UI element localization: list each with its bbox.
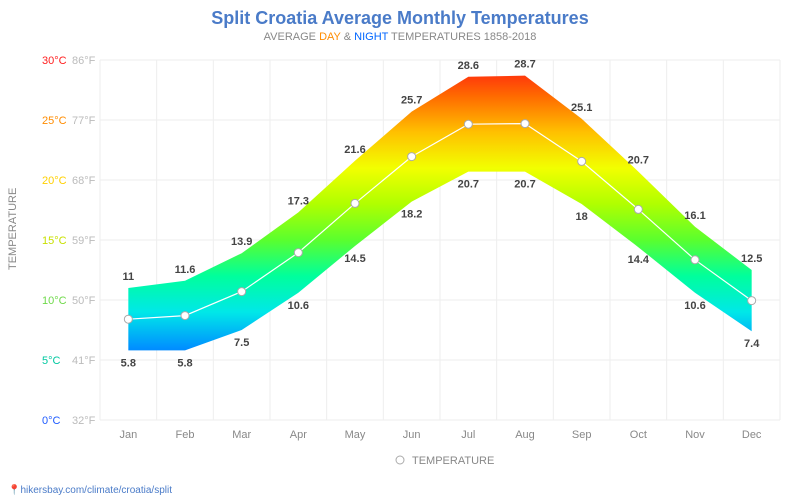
legend-label: TEMPERATURE: [412, 455, 494, 467]
avg-marker: [238, 288, 246, 296]
map-pin-icon: 📍: [8, 485, 20, 496]
night-value-label: 18.2: [401, 209, 422, 221]
avg-marker: [181, 312, 189, 320]
day-value-label: 20.7: [628, 155, 649, 167]
day-value-label: 28.6: [458, 60, 479, 72]
night-value-label: 20.7: [514, 179, 535, 191]
ytick-f: 50°F: [72, 295, 96, 307]
avg-marker: [351, 199, 359, 207]
night-value-label: 7.4: [744, 338, 760, 350]
month-label: Nov: [685, 429, 705, 441]
source-link[interactable]: 📍hikersbay.com/climate/croatia/split: [8, 485, 172, 496]
ytick-f: 41°F: [72, 355, 96, 367]
month-label: Jan: [119, 429, 137, 441]
night-value-label: 14.5: [344, 253, 365, 265]
avg-marker: [464, 120, 472, 128]
ytick-c: 25°C: [42, 115, 67, 127]
day-value-label: 25.7: [401, 95, 422, 107]
day-value-label: 13.9: [231, 236, 252, 248]
y-axis-title: TEMPERATURE: [7, 188, 19, 270]
ytick-c: 10°C: [42, 295, 67, 307]
night-value-label: 5.8: [121, 357, 136, 369]
month-label: Apr: [290, 429, 307, 441]
avg-marker: [634, 205, 642, 213]
avg-marker: [691, 256, 699, 264]
ytick-c: 30°C: [42, 55, 67, 67]
day-value-label: 11.6: [175, 264, 196, 276]
ytick-f: 32°F: [72, 415, 96, 427]
chart-title: Split Croatia Average Monthly Temperatur…: [0, 0, 800, 29]
day-value-label: 25.1: [571, 102, 592, 114]
ytick-c: 15°C: [42, 235, 67, 247]
night-value-label: 7.5: [234, 337, 249, 349]
month-label: Jun: [403, 429, 421, 441]
month-label: Sep: [572, 429, 592, 441]
avg-marker: [521, 120, 529, 128]
day-value-label: 28.7: [514, 59, 535, 71]
day-value-label: 12.5: [741, 253, 762, 265]
legend-marker-icon: [396, 456, 404, 464]
avg-marker: [124, 315, 132, 323]
month-label: Oct: [630, 429, 647, 441]
month-label: Jul: [461, 429, 475, 441]
avg-marker: [294, 249, 302, 257]
ytick-f: 77°F: [72, 115, 96, 127]
day-value-label: 16.1: [684, 210, 705, 222]
month-label: Aug: [515, 429, 535, 441]
night-value-label: 10.6: [288, 300, 309, 312]
chart-subtitle: AVERAGE DAY & NIGHT TEMPERATURES 1858-20…: [0, 31, 800, 43]
day-value-label: 21.6: [344, 144, 365, 156]
temperature-chart: 0°C 32°F 5°C 41°F 10°C 50°F 15°C 59°F 20°C 68°F 25…: [0, 50, 800, 500]
night-value-label: 5.8: [177, 357, 192, 369]
month-label: Dec: [742, 429, 762, 441]
night-value-label: 10.6: [684, 300, 705, 312]
ytick-f: 68°F: [72, 175, 96, 187]
month-label: Mar: [232, 429, 251, 441]
ytick-f: 59°F: [72, 235, 96, 247]
ytick-c: 5°C: [42, 355, 61, 367]
ytick-c: 20°C: [42, 175, 67, 187]
avg-marker: [578, 157, 586, 165]
month-label: May: [345, 429, 366, 441]
avg-marker: [408, 153, 416, 161]
avg-marker: [748, 297, 756, 305]
ytick-f: 86°F: [72, 55, 96, 67]
night-value-label: 14.4: [628, 254, 650, 266]
month-label: Feb: [176, 429, 195, 441]
ytick-c: 0°C: [42, 415, 61, 427]
day-value-label: 17.3: [288, 195, 309, 207]
night-value-label: 18: [576, 211, 588, 223]
day-value-label: 11: [123, 271, 135, 283]
night-value-label: 20.7: [458, 179, 479, 191]
